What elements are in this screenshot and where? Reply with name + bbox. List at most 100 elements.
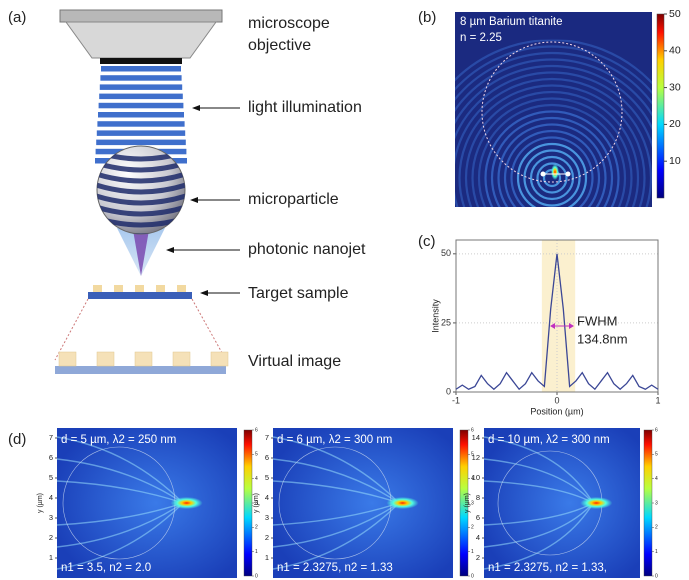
light-stripe	[100, 84, 182, 90]
sample-base	[88, 292, 192, 299]
annotation: light illumination	[248, 99, 362, 116]
colorbar-label: 30	[669, 81, 681, 93]
y-tick-label: 2	[49, 533, 53, 542]
annotation: FWHM	[577, 313, 617, 328]
light-stripe	[98, 112, 184, 118]
objective-body	[66, 22, 216, 58]
y-tick-label: 7	[265, 433, 269, 442]
arrow-head	[200, 290, 208, 296]
y-tick-label: 1	[265, 553, 269, 562]
marker-dot	[566, 172, 571, 177]
y-tick-label: 14	[472, 433, 480, 442]
sample-feature	[177, 285, 186, 292]
colorbar-label: 0	[655, 573, 658, 579]
arrow-head	[190, 197, 198, 203]
panel-indices: n1 = 2.3275, n2 = 1.33,	[488, 562, 607, 574]
colorbar-label: 3	[471, 500, 474, 506]
nanojet-spot	[387, 497, 419, 509]
panel-indices: n1 = 2.3275, n2 = 1.33	[277, 562, 393, 574]
y-tick-label: 0	[446, 386, 451, 396]
colorbar-label: 3	[655, 500, 658, 506]
image-feature	[173, 352, 190, 366]
y-tick-label: 6	[476, 513, 480, 522]
arrow-head	[166, 247, 174, 253]
sample-feature	[156, 285, 165, 292]
y-tick-label: 5	[265, 473, 269, 482]
y-tick-label: 4	[476, 533, 480, 542]
projection-line	[192, 299, 226, 360]
virtual-image	[55, 352, 228, 374]
colorbar-label: 5	[255, 452, 258, 458]
x-tick-label: 1	[655, 395, 660, 405]
annotation: Virtual image	[248, 353, 341, 370]
colorbar	[644, 430, 652, 576]
light-stripe	[101, 66, 181, 72]
material: 8 µm Barium titanite	[460, 16, 563, 28]
x-tick-label: -1	[452, 395, 460, 405]
colorbar-label: 40	[669, 45, 681, 57]
annotation: microscope	[248, 15, 330, 32]
panel-label: (b)	[418, 9, 436, 26]
y-tick-label: 4	[49, 493, 53, 502]
annotation: photonic nanojet	[248, 241, 366, 258]
panel-label: (d)	[8, 431, 26, 448]
y-tick-label: 2	[476, 553, 480, 562]
light-stripe	[99, 94, 183, 100]
y-tick-label: 4	[265, 493, 269, 502]
colorbar-label: 0	[255, 573, 258, 579]
projection-line	[55, 299, 88, 360]
y-tick-label: 5	[49, 473, 53, 482]
field-map	[273, 428, 453, 578]
x-tick-label: 0	[554, 395, 559, 405]
colorbar	[657, 14, 664, 198]
image-base	[55, 366, 226, 374]
colorbar-label: 2	[655, 525, 658, 531]
colorbar-label: 4	[255, 476, 258, 482]
colorbar-label: 10	[669, 155, 681, 167]
colorbar-label: 1	[471, 549, 474, 555]
nanojet-spot	[551, 164, 559, 180]
field-map	[57, 428, 237, 578]
panel-title: d = 6 µm, λ2 = 300 nm	[277, 434, 392, 446]
annotation: 134.8nm	[577, 331, 628, 346]
annotation: objective	[248, 37, 311, 54]
colorbar-label: 0	[471, 573, 474, 579]
y-tick-label: 7	[49, 433, 53, 442]
sample-feature	[135, 285, 144, 292]
image-feature	[135, 352, 152, 366]
light-stripe	[97, 130, 185, 136]
y-tick-label: 50	[441, 248, 451, 258]
refractive-index: n = 2.25	[460, 32, 502, 44]
colorbar-label: 5	[655, 452, 658, 458]
y-tick-label: 2	[265, 533, 269, 542]
nanojet-spot	[580, 497, 612, 509]
figure: (a) microscope objective light illuminat…	[0, 0, 689, 580]
field-map	[484, 428, 640, 578]
annotation: Target sample	[248, 285, 349, 302]
colorbar-label: 6	[255, 427, 258, 433]
light-stripe	[97, 121, 184, 127]
y-axis-label: Intensity	[430, 299, 440, 333]
y-tick-label: 6	[49, 453, 53, 462]
light-stripe	[99, 103, 184, 109]
colorbar-label: 1	[655, 549, 658, 555]
y-axis-label: y (µm)	[37, 493, 44, 513]
y-axis-label: y (µm)	[464, 493, 471, 513]
colorbar-label: 2	[255, 525, 258, 531]
nanojet-spot	[171, 497, 203, 509]
y-tick-label: 10	[472, 473, 480, 482]
arrow-head	[192, 105, 200, 111]
y-tick-label: 6	[265, 453, 269, 462]
sample-feature	[93, 285, 102, 292]
y-tick-label: 25	[441, 317, 451, 327]
y-tick-label: 8	[476, 493, 480, 502]
light-stripe	[96, 140, 186, 146]
image-feature	[59, 352, 76, 366]
y-tick-label: 12	[472, 453, 480, 462]
target-sample	[88, 285, 192, 299]
colorbar-label: 2	[471, 525, 474, 531]
panel-indices: n1 = 3.5, n2 = 2.0	[61, 562, 151, 574]
colorbar-label: 20	[669, 118, 681, 130]
panel-title: d = 5 µm, λ2 = 250 nm	[61, 434, 176, 446]
colorbar-label: 50	[669, 8, 681, 20]
